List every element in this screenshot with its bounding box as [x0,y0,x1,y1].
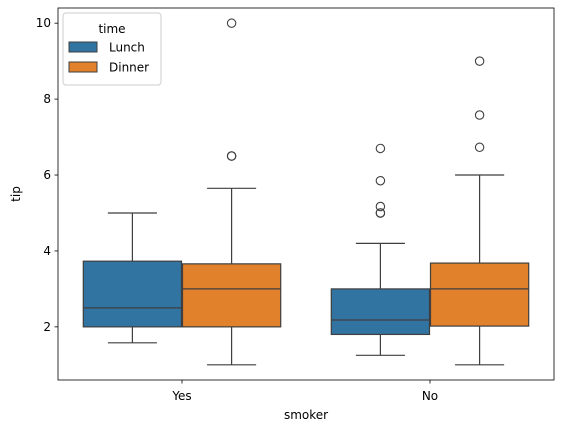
x-tick-label-no: No [422,389,438,403]
y-axis-title: tip [9,186,23,202]
y-tick-label: 4 [43,244,51,258]
box-lunch-no [330,143,431,356]
outlier-point [375,143,386,154]
iqr-box [330,288,431,336]
y-tick-label: 8 [43,92,51,106]
box-dinner-no [429,56,530,366]
legend-label-dinner: Dinner [109,61,149,75]
y-tick-label: 10 [36,16,51,30]
iqr-box [82,260,183,328]
box-dinner-yes [181,18,282,366]
outlier-point [375,201,386,212]
outlier-point [226,18,237,28]
iqr-box [181,263,282,328]
outlier-point [474,56,485,66]
outlier-point [226,151,237,161]
outlier-point [375,208,386,218]
iqr-box [429,262,530,327]
legend: time Lunch Dinner [62,12,162,86]
y-axis: 2 4 6 8 10 [36,16,58,334]
y-tick-label: 2 [43,320,51,334]
box-lunch-yes [82,212,183,344]
y-tick-label: 6 [43,168,51,182]
outlier-point [474,110,485,120]
plot-frame [57,7,555,381]
x-axis: Yes No [171,380,438,403]
legend-swatch-lunch [68,41,98,53]
legend-title: time [98,22,125,36]
legend-label-lunch: Lunch [109,41,145,55]
x-axis-title: smoker [284,408,328,422]
boxes-layer [82,18,530,366]
outlier-point [474,142,485,153]
outlier-point [375,175,386,186]
x-tick-label-yes: Yes [171,389,191,403]
legend-swatch-dinner [68,61,98,73]
